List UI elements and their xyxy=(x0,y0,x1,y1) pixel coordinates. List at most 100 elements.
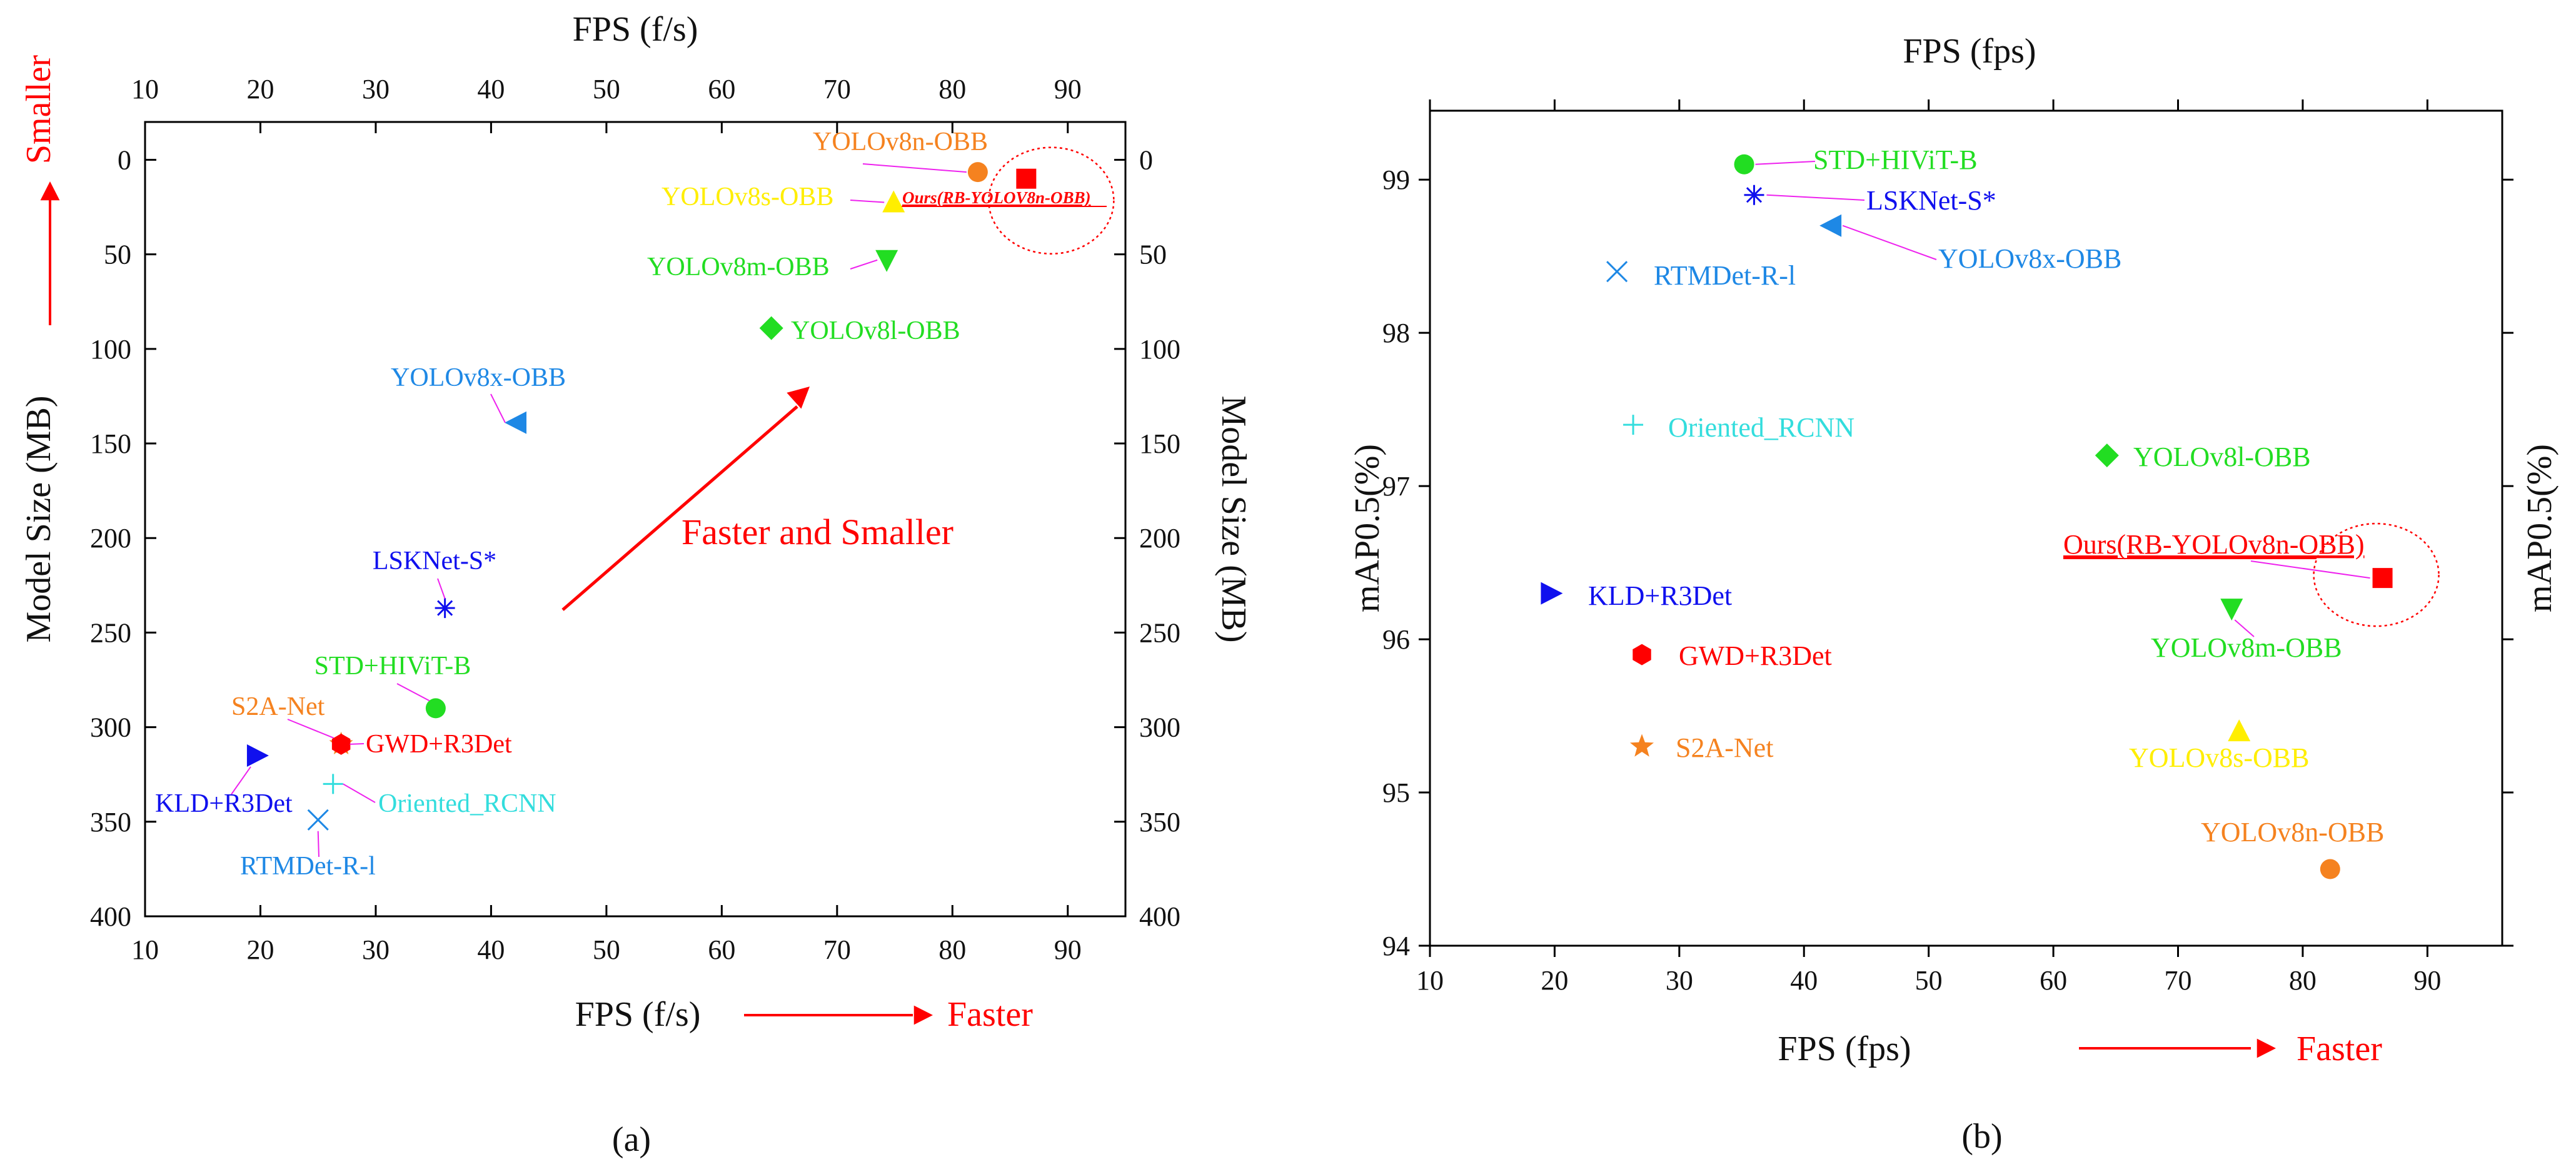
panel-a-marker-yolov8l-obb xyxy=(759,316,783,340)
panel-a-x-axis-title-top: FPS (f/s) xyxy=(573,10,698,49)
panel-a-label-kld-r3det: KLD+R3Det xyxy=(155,789,293,818)
panel-a-y-right-tick-label: 250 xyxy=(1139,617,1180,648)
panel-a-x-top-tick-label: 80 xyxy=(938,74,966,104)
panel-b-marker-yolov8n-obb xyxy=(2320,859,2340,879)
panel-a-y-right-tick-label: 0 xyxy=(1139,144,1153,175)
panel-b-marker-oriented-rcnn xyxy=(1623,415,1644,435)
panel-b-x-axis-title: FPS (fps) xyxy=(1778,1030,1911,1068)
panel-b-y-axis-title-right: mAP0.5(%) xyxy=(2520,444,2559,612)
panel-b-marker-ours-rb-yolov8n-obb xyxy=(2372,568,2393,589)
panel-b-scatter-chart: 10 20 30 40 50 60 70 80 90 94 95 96 97 98 99 FPS (fps) F… xyxy=(1348,32,2559,1156)
panel-a-smaller-label: Smaller xyxy=(19,55,58,164)
panel-a-marker-ours-rb-yolov8n-obb xyxy=(1016,168,1037,189)
panel-a-label-yolov8x-obb: YOLOv8x-OBB xyxy=(391,363,566,392)
panel-a-x-axis-title: FPS (f/s) xyxy=(575,995,701,1034)
panel-b-x-tick-label: 90 xyxy=(2413,965,2441,996)
panel-a-y-right-tick-label: 200 xyxy=(1139,523,1180,554)
panel-b-label-rtmdet-r-l: RTMDet-R-l xyxy=(1654,260,1796,291)
panel-a-x-tick-label: 50 xyxy=(593,934,620,965)
panel-a-label-s2a-net: S2A-Net xyxy=(231,692,325,721)
panel-a-label: (a) xyxy=(612,1120,651,1159)
panel-a-y-tick-label: 200 xyxy=(90,523,131,554)
panel-a-label-lsknet-s: LSKNet-S* xyxy=(373,547,496,575)
panel-a-label-yolov8l-obb: YOLOv8l-OBB xyxy=(791,316,960,345)
panel-b-label-kld-r3det: KLD+R3Det xyxy=(1588,580,1732,611)
panel-a-y-axis-title-right: Model Size (MB) xyxy=(1214,395,1253,642)
panel-b-x-tick-label: 40 xyxy=(1790,965,1818,996)
panel-a-highlight-ellipse xyxy=(988,146,1115,255)
panel-a-marker-gwd-r3det xyxy=(331,733,351,755)
panel-a-y-tick-label: 150 xyxy=(90,428,131,459)
panel-b-x-tick-label: 10 xyxy=(1416,965,1444,996)
panel-a-label-ours-rb-yolov8n-obb: Ours(RB-YOLOV8n-OBB) xyxy=(902,188,1091,207)
panel-a-label-std-hivit-b: STD+HIViT-B xyxy=(314,652,471,681)
panel-b-x-tick-label: 80 xyxy=(2289,965,2317,996)
panel-b-leader-ours-marker xyxy=(2250,560,2370,579)
panel-a-label-gwd-r3det: GWD+R3Det xyxy=(366,730,512,759)
panel-a-label-yolov8m-obb: YOLOv8m-OBB xyxy=(647,253,830,281)
panel-a-faster-smaller-label: Faster and Smaller xyxy=(682,512,953,552)
panel-b-faster-arrowhead xyxy=(2257,1038,2276,1058)
panel-b-y-tick-label: 97 xyxy=(1382,471,1410,502)
panel-a-leader-rtmdet-r-l xyxy=(317,831,319,858)
panel-a-x-top-tick-label: 30 xyxy=(362,74,390,104)
panel-a-marker-yolov8n-obb xyxy=(967,162,988,183)
panel-a-marker-rtmdet-r-l xyxy=(307,809,329,831)
panel-b-x-tick-label: 60 xyxy=(2040,965,2067,996)
panel-b-label-ours-rb-yolov8n-obb: Ours(RB-YOLOv8n-OBB) xyxy=(2063,529,2365,560)
panel-a-y-right-tick-label: 150 xyxy=(1139,428,1180,459)
panel-b-leader-std-hivit-b xyxy=(1755,161,1816,165)
panel-b-x-tick-label: 20 xyxy=(1541,965,1568,996)
panel-a-y-right-tick-label: 100 xyxy=(1139,334,1180,365)
panel-a-x-tick-label: 10 xyxy=(131,934,159,965)
panel-a-x-top-tick-label: 60 xyxy=(708,74,735,104)
panel-b-marker-yolov8m-obb xyxy=(2220,599,2243,621)
panel-b-label-yolov8n-obb: YOLOv8n-OBB xyxy=(2201,817,2384,848)
panel-a-y-tick-label: 350 xyxy=(90,807,131,837)
panel-a-y-tick-label: 300 xyxy=(90,712,131,743)
panel-a-y-axis-title: Model Size (MB) xyxy=(19,395,58,642)
panel-b-marker-rtmdet-r-l xyxy=(1606,261,1628,283)
panel-b-label-s2a-net: S2A-Net xyxy=(1676,732,1773,763)
panel-a-leader-oriented-rcnn xyxy=(343,783,376,803)
panel-a-y-tick-label: 250 xyxy=(90,617,131,648)
panel-a-marker-oriented-rcnn xyxy=(323,774,343,794)
panel-b-leader-yolov8x-obb xyxy=(1842,225,1937,260)
panel-a-x-tick-label: 60 xyxy=(708,934,735,965)
panel-b-leader-lsknet-s xyxy=(1766,194,1865,201)
panel-b-marker-yolov8x-obb xyxy=(1819,214,1842,237)
panel-a-marker-yolov8m-obb xyxy=(875,250,898,272)
panel-a-x-top-tick-label: 10 xyxy=(131,74,159,104)
panel-a-label-oriented-rcnn: Oriented_RCNN xyxy=(378,789,556,818)
panel-b-label: (b) xyxy=(1961,1117,2002,1156)
panel-a-y-right-tick-label: 350 xyxy=(1139,807,1180,837)
panel-a-x-top-tick-label: 50 xyxy=(593,74,620,104)
panel-a-y-tick-label: 100 xyxy=(90,334,131,365)
panel-a-faster-label: Faster xyxy=(947,995,1033,1034)
panel-b-leader-yolov8m-obb xyxy=(2234,619,2255,637)
panel-b-marker-lsknet-s xyxy=(1744,185,1764,205)
panel-a-x-top-tick-label: 70 xyxy=(823,74,851,104)
panel-a-y-right-tick-label: 50 xyxy=(1139,240,1167,270)
panel-b-x-tick-label: 50 xyxy=(1915,965,1943,996)
panel-b-marker-yolov8l-obb xyxy=(2095,443,2119,468)
panel-a-x-tick-label: 70 xyxy=(823,934,851,965)
panel-b-marker-yolov8s-obb xyxy=(2228,719,2251,742)
panel-b-y-tick-label: 96 xyxy=(1382,624,1410,655)
panel-b-y-tick-label: 95 xyxy=(1382,777,1410,808)
panel-a-smaller-arrowhead xyxy=(40,181,60,201)
panel-b-x-axis-title-top: FPS (fps) xyxy=(1903,32,2036,71)
panel-a-plot-frame xyxy=(144,121,1127,918)
panel-a-marker-yolov8s-obb xyxy=(882,190,905,213)
panel-a-leader-yolov8s-obb xyxy=(850,200,885,203)
panel-b-x-tick-label: 70 xyxy=(2165,965,2192,996)
panel-b-label-yolov8l-obb: YOLOv8l-OBB xyxy=(2133,442,2311,472)
panel-a-x-tick-label: 40 xyxy=(477,934,505,965)
panel-b-marker-s2a-net xyxy=(1629,734,1654,757)
panel-b-marker-gwd-r3det xyxy=(1633,644,1651,665)
panel-a-y-tick-label: 50 xyxy=(104,240,131,270)
panel-a-x-top-tick-label: 90 xyxy=(1054,74,1082,104)
panel-a-y-tick-label: 0 xyxy=(118,144,131,175)
panel-a-label-yolov8n-obb: YOLOv8n-OBB xyxy=(813,128,988,156)
